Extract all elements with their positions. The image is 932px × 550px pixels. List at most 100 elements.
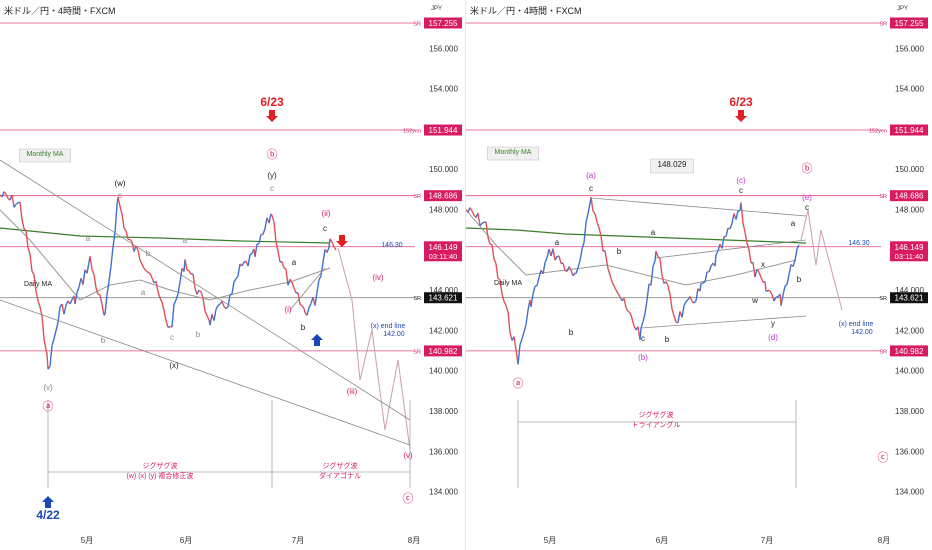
candle-segment [204,310,208,316]
candle-segment [615,289,619,294]
candle-segment [487,237,491,245]
wave-label: ⓐ [43,400,54,413]
wave-label: c [323,224,327,233]
candle-segment [669,294,673,309]
candle-segment [249,252,253,256]
price-tag-value: 157.255 [429,19,458,28]
candle-segment [525,310,529,325]
candle-segment [53,330,57,340]
candle-segment [33,274,37,292]
candle-segment [782,285,786,296]
wave-label: ⓑ [802,162,813,175]
candle-segment [157,291,161,299]
candle-segment [306,307,310,316]
x-tick-label: 7月 [292,536,304,545]
price-tag-value: 151.944 [429,126,458,135]
candle-segment [57,306,61,323]
wave-label: Daily MA [494,280,522,287]
candle-segment [740,202,744,224]
y-tick-label: 148.000 [895,205,924,214]
wave-label: a [86,234,91,243]
candle-segment [639,328,642,340]
wave-label: 146.30 [381,242,403,249]
candle-segment [627,310,631,314]
candle-segment [600,235,604,252]
wave-label: y [771,319,775,328]
candle-segment [225,306,229,310]
wave-label: (v) [43,383,53,392]
x-tick-label: 6月 [180,536,192,545]
candle-segment [673,315,677,323]
wave-label: (iv) [372,273,383,282]
candle-segment [316,279,320,293]
price-tag-value: 143.621 [895,294,924,303]
candle-segment [329,238,333,243]
chart-title: 米ドル／円・4時間・FXCM [4,5,116,16]
candle-segment [780,295,784,306]
candle-segment [93,274,97,288]
candle-segment [108,266,112,282]
candle-segment [503,301,507,306]
wave-label: a [791,219,796,228]
left-chart: 米ドル／円・4時間・FXCMJPY156.000154.000152.00015… [0,5,462,545]
candle-segment [308,303,312,308]
candle-segment [530,294,534,307]
candle-segment [605,256,609,269]
candle-segment [501,293,505,302]
candle-segment [677,311,681,323]
annotation-box [487,146,539,161]
candle-segment [121,213,125,229]
wave-label: b [797,275,802,284]
candle-segment [609,274,613,282]
wave-label: Monthly MA [495,149,532,156]
right-chart: 米ドル／円・4時間・FXCMJPY156.000154.000152.00015… [466,5,928,545]
candle-segment [784,284,788,287]
wave-label: (a) [586,171,596,180]
price-tag-value: 140.982 [895,347,924,356]
y-tick-label: 144.000 [895,286,924,295]
price-tag-value: 143.621 [429,294,458,303]
candle-segment [318,275,322,281]
candle-segment [49,345,53,367]
x-tick-label: 5月 [81,536,93,545]
candle-segment [270,213,273,216]
candle-segment [215,305,219,310]
trend-line [0,299,411,446]
candle-segment [702,281,706,284]
candle-segment [15,202,19,205]
wave-label: c [739,186,743,195]
wave-label: ⓒ [403,492,414,505]
candle-segment [223,306,227,310]
arrow-up-icon [311,334,323,346]
candle-segment [523,324,527,333]
candle-segment [289,278,293,283]
projection-line [800,209,843,311]
level-tag: SR [413,22,421,28]
candle-segment [521,331,525,340]
panel-divider [465,0,466,550]
y-tick-label: 150.000 [895,165,924,174]
price-tag [424,190,462,202]
wave-label: ジグザグ波 [639,410,674,419]
candle-segment [37,300,41,308]
wave-label: b [101,336,106,345]
candle-segment [143,267,147,271]
candle-segment [650,266,654,286]
candle-segment [97,293,101,296]
candle-segment [623,298,627,308]
price-tag [424,124,462,136]
wave-label: (iii) [347,387,358,396]
candle-segment [513,336,517,350]
candle-segment [117,196,121,207]
candle-segment [275,241,279,252]
candle-segment [196,289,200,295]
candle-segment [532,286,536,295]
candle-segment [103,313,106,316]
candle-segment [617,293,621,298]
candle-segment [161,301,165,311]
wave-label: b [301,323,306,332]
y-tick-label: 156.000 [429,44,458,53]
trend-line [0,159,411,421]
annotation-box [19,148,71,163]
candle-segment [598,227,602,236]
